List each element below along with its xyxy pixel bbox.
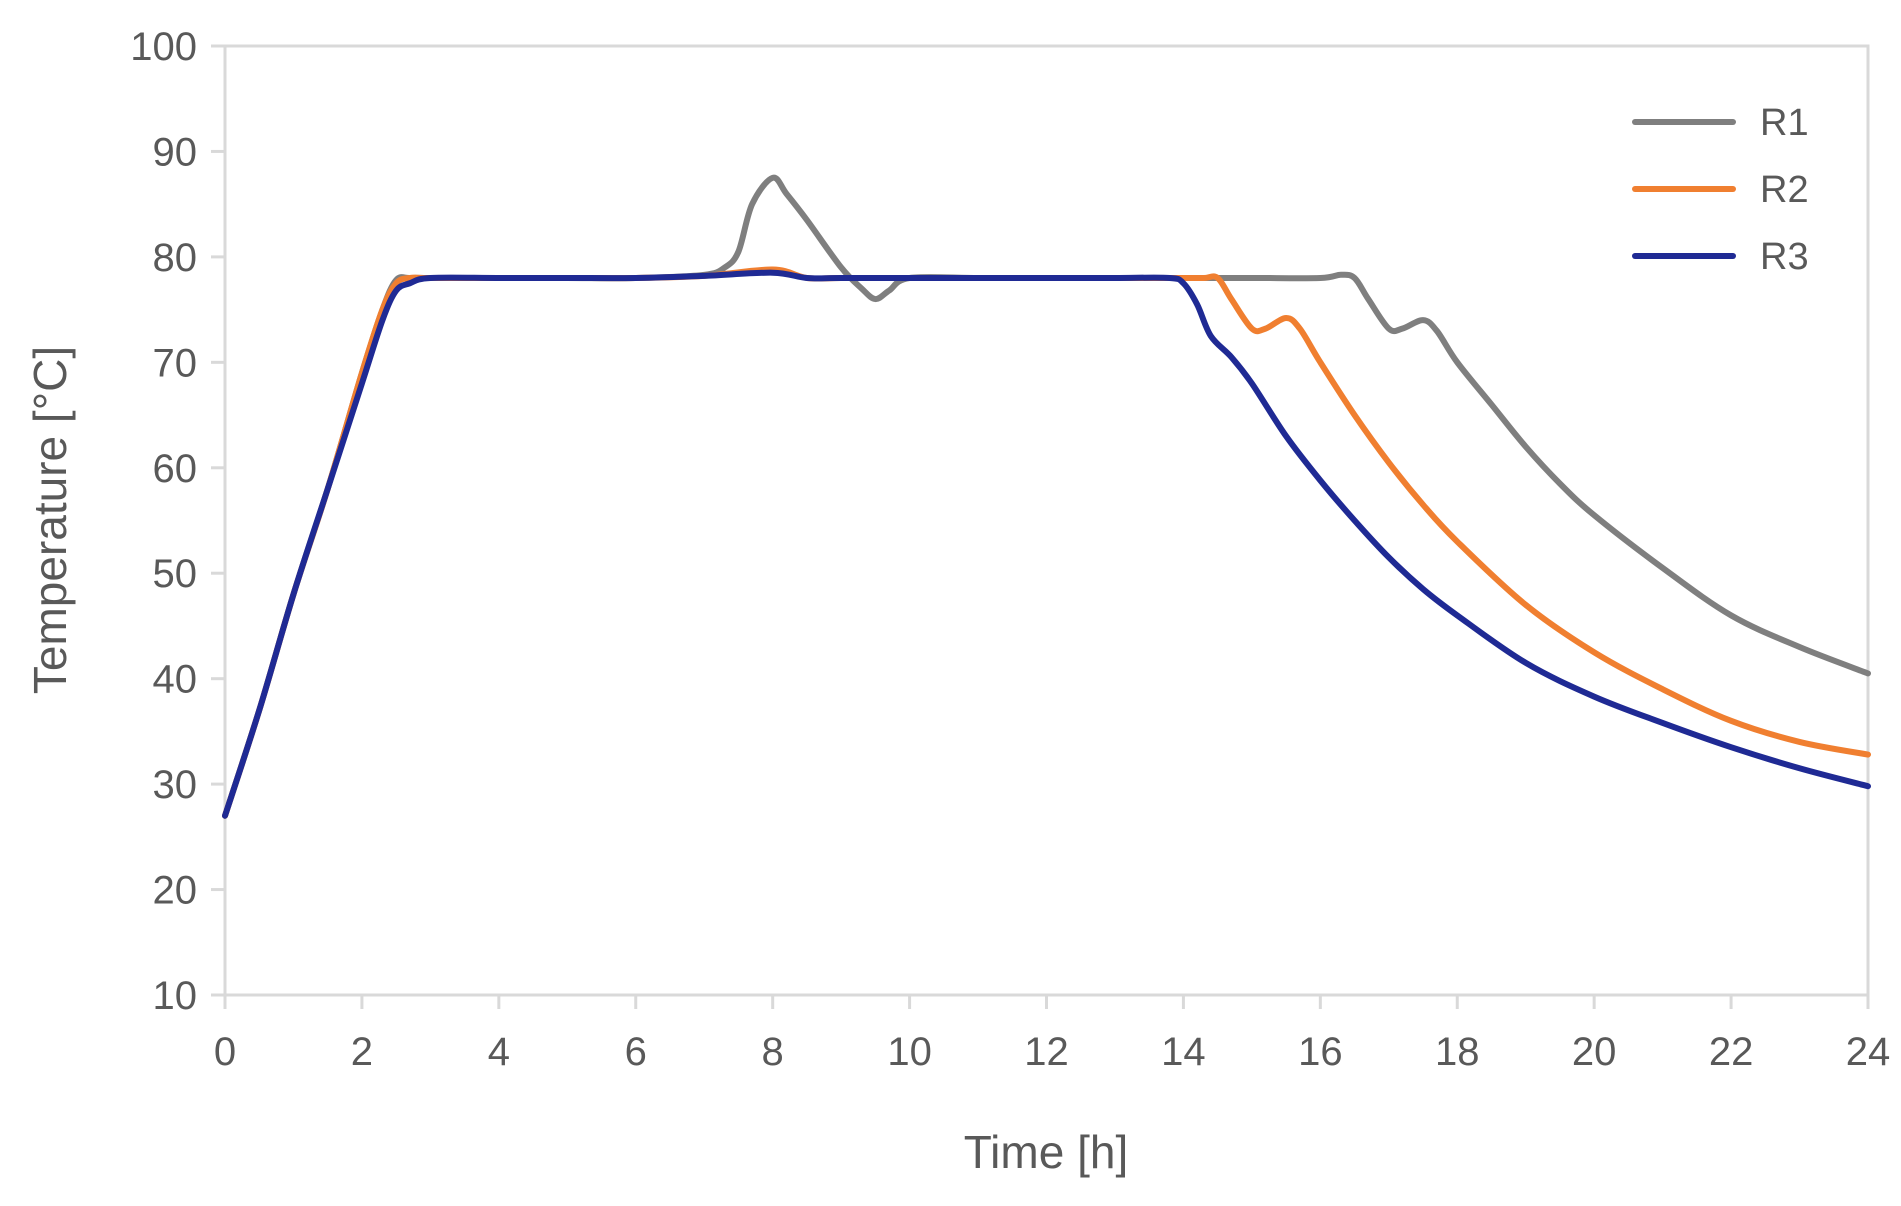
x-tick-label: 6 [625,1030,647,1074]
x-tick-label: 20 [1572,1030,1617,1074]
series-line-r1 [222,174,1871,819]
x-tick-label: 4 [488,1030,510,1074]
series-line-r2 [222,266,1871,819]
y-tick-label: 60 [153,447,198,491]
y-tick-label: 80 [153,236,198,280]
x-tick-label: 10 [887,1030,932,1074]
series-lines [222,174,1871,819]
x-axis-title: Time [h] [964,1126,1128,1178]
y-tick-label: 10 [153,974,198,1018]
x-tick-label: 16 [1298,1030,1343,1074]
y-tick-label: 70 [153,341,198,385]
y-axis-title: Temperature [°C] [24,346,76,694]
series-line-r3 [222,269,1871,819]
x-tick-label: 12 [1024,1030,1069,1074]
legend: R1 R2 R3 [1632,102,1809,278]
legend-label-r1: R1 [1760,102,1809,144]
x-tick-label: 2 [351,1030,373,1074]
x-tick-label: 18 [1435,1030,1480,1074]
y-tick-label: 50 [153,552,198,596]
x-tick-label: 22 [1709,1030,1754,1074]
y-tick-label: 20 [153,869,198,913]
y-tick-label: 30 [153,763,198,807]
x-tick-label: 14 [1161,1030,1206,1074]
legend-label-r2: R2 [1760,169,1809,211]
x-tick-label: 8 [762,1030,784,1074]
plot-area [223,44,1870,997]
y-tick-label: 90 [153,130,198,174]
legend-label-r3: R3 [1760,236,1809,278]
y-tick-label: 40 [153,658,198,702]
x-tick-label: 24 [1846,1030,1891,1074]
y-tick-label: 100 [130,25,197,69]
x-tick-label: 0 [214,1030,236,1074]
